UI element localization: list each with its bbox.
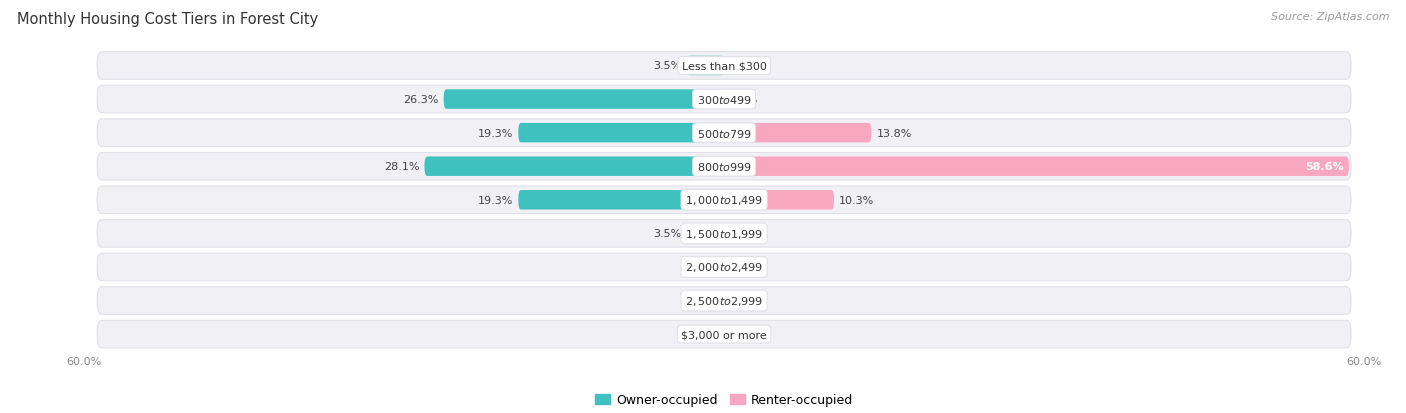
Text: Monthly Housing Cost Tiers in Forest City: Monthly Housing Cost Tiers in Forest Cit…	[17, 12, 318, 27]
Text: 26.3%: 26.3%	[404, 95, 439, 105]
Text: 19.3%: 19.3%	[478, 128, 513, 138]
Text: $500 to $799: $500 to $799	[696, 127, 752, 139]
Text: $2,500 to $2,999: $2,500 to $2,999	[685, 294, 763, 307]
FancyBboxPatch shape	[724, 123, 872, 143]
FancyBboxPatch shape	[444, 90, 724, 109]
Text: $2,000 to $2,499: $2,000 to $2,499	[685, 261, 763, 274]
FancyBboxPatch shape	[97, 320, 1351, 348]
FancyBboxPatch shape	[97, 287, 1351, 315]
Text: 0.0%: 0.0%	[690, 296, 718, 306]
FancyBboxPatch shape	[97, 52, 1351, 80]
Text: $3,000 or more: $3,000 or more	[682, 329, 766, 339]
Text: 0.0%: 0.0%	[730, 329, 758, 339]
Text: 10.3%: 10.3%	[839, 195, 875, 205]
Text: $800 to $999: $800 to $999	[696, 161, 752, 173]
FancyBboxPatch shape	[97, 153, 1351, 180]
Text: 0.0%: 0.0%	[730, 296, 758, 306]
Text: 0.0%: 0.0%	[730, 229, 758, 239]
FancyBboxPatch shape	[519, 190, 724, 210]
FancyBboxPatch shape	[97, 187, 1351, 214]
Text: $1,500 to $1,999: $1,500 to $1,999	[685, 227, 763, 240]
Text: 0.0%: 0.0%	[730, 61, 758, 71]
Text: 0.0%: 0.0%	[690, 329, 718, 339]
Text: 58.6%: 58.6%	[1305, 162, 1344, 172]
Text: 0.0%: 0.0%	[730, 262, 758, 272]
FancyBboxPatch shape	[724, 190, 834, 210]
FancyBboxPatch shape	[724, 157, 1348, 176]
Text: $300 to $499: $300 to $499	[696, 94, 752, 106]
FancyBboxPatch shape	[97, 120, 1351, 147]
Text: $1,000 to $1,499: $1,000 to $1,499	[685, 194, 763, 207]
FancyBboxPatch shape	[686, 57, 724, 76]
Text: 0.0%: 0.0%	[690, 262, 718, 272]
FancyBboxPatch shape	[97, 220, 1351, 247]
FancyBboxPatch shape	[686, 224, 724, 244]
Text: Less than $300: Less than $300	[682, 61, 766, 71]
FancyBboxPatch shape	[97, 86, 1351, 114]
Text: 19.3%: 19.3%	[478, 195, 513, 205]
Text: Source: ZipAtlas.com: Source: ZipAtlas.com	[1271, 12, 1389, 22]
Text: 28.1%: 28.1%	[384, 162, 419, 172]
FancyBboxPatch shape	[97, 254, 1351, 281]
Text: 3.5%: 3.5%	[654, 229, 682, 239]
Text: 13.8%: 13.8%	[876, 128, 911, 138]
Text: 0.0%: 0.0%	[730, 95, 758, 105]
Text: 3.5%: 3.5%	[654, 61, 682, 71]
Legend: Owner-occupied, Renter-occupied: Owner-occupied, Renter-occupied	[589, 388, 859, 411]
FancyBboxPatch shape	[425, 157, 724, 176]
FancyBboxPatch shape	[519, 123, 724, 143]
